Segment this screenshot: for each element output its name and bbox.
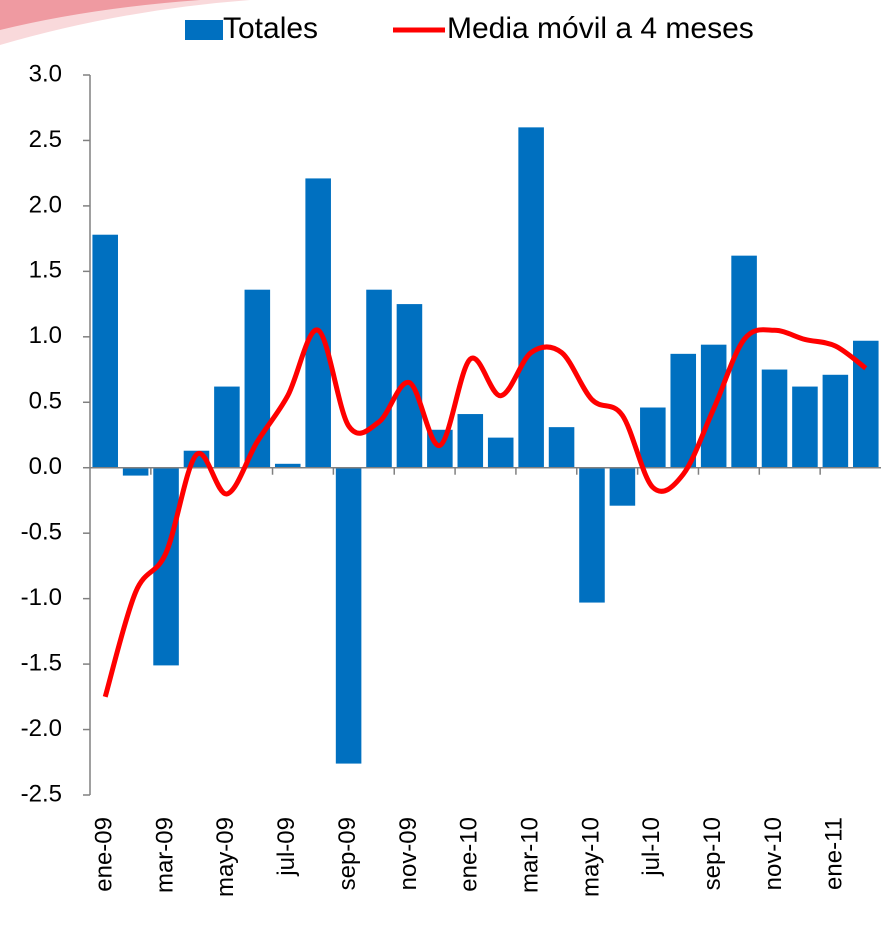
y-tick-label: 2.0	[29, 191, 62, 218]
y-tick-label: 0.0	[29, 453, 62, 480]
bar	[609, 467, 636, 506]
line	[102, 327, 868, 698]
bar	[457, 414, 484, 468]
y-tick-label: 2.5	[29, 126, 62, 153]
x-tick-label: mar-09	[151, 817, 178, 893]
bar	[335, 467, 362, 764]
x-tick-label: sep-10	[699, 817, 726, 890]
decoration	[0, 0, 200, 30]
x-tick-label: mar-10	[516, 817, 543, 893]
y-tick-label: -2.0	[21, 715, 62, 742]
y-tick-label: 1.0	[29, 322, 62, 349]
bar	[548, 427, 575, 468]
y-tick-label: 0.5	[29, 388, 62, 415]
legend-swatch	[185, 20, 223, 40]
y-tick-label: -2.5	[21, 780, 62, 807]
x-tick-label: ene-09	[91, 817, 118, 892]
y-tick-label: -1.5	[21, 649, 62, 676]
x-tick-label: nov-10	[760, 817, 787, 890]
bar	[122, 467, 149, 476]
x-tick-label: may-10	[577, 817, 604, 897]
x-tick-label: ene-10	[456, 817, 483, 892]
bar	[731, 255, 757, 468]
x-tick-label: nov-09	[395, 817, 422, 890]
bar	[792, 386, 818, 468]
bar	[761, 369, 788, 468]
x-tick-label: may-09	[212, 817, 239, 897]
legend-label: Totales	[223, 12, 318, 45]
y-tick-label: 1.5	[29, 257, 62, 284]
x-tick-label: jul-10	[638, 817, 665, 877]
bar	[305, 178, 331, 468]
bar	[518, 127, 544, 468]
x-tick-label: jul-09	[273, 817, 300, 877]
bar	[640, 407, 666, 468]
bar	[670, 353, 697, 468]
legend-label: Media móvil a 4 meses	[447, 12, 754, 45]
y-tick-label: -1.0	[21, 584, 62, 611]
bar	[579, 467, 605, 603]
bar	[366, 289, 392, 468]
bar	[822, 374, 849, 468]
x-tick-label: sep-09	[334, 817, 361, 890]
bar	[214, 386, 240, 468]
y-tick-label: 3.0	[29, 60, 62, 87]
y-tick-label: -0.5	[21, 519, 62, 546]
bar	[487, 437, 514, 468]
bar	[92, 234, 118, 468]
x-tick-label: ene-11	[821, 817, 848, 890]
bar	[274, 463, 301, 468]
